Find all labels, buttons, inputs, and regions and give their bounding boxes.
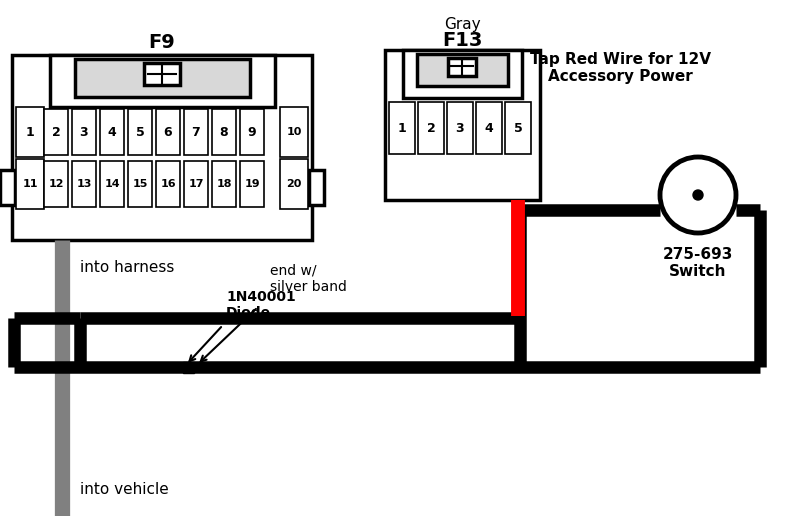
Bar — [128, 161, 152, 207]
Text: 20: 20 — [286, 179, 302, 189]
Text: 2: 2 — [426, 121, 435, 135]
Bar — [418, 102, 444, 154]
Text: 4: 4 — [485, 121, 494, 135]
Text: 19: 19 — [244, 179, 260, 189]
Bar — [309, 170, 324, 205]
Bar — [156, 109, 180, 155]
Text: F9: F9 — [149, 34, 175, 53]
Text: 12: 12 — [48, 179, 64, 189]
Bar — [128, 109, 152, 155]
Bar — [100, 109, 124, 155]
Text: 11: 11 — [22, 179, 38, 189]
Bar — [72, 161, 96, 207]
Text: 4: 4 — [108, 125, 116, 138]
Bar — [50, 55, 275, 107]
Bar — [16, 159, 44, 209]
Bar — [44, 109, 68, 155]
Text: 3: 3 — [80, 125, 88, 138]
Bar — [417, 54, 508, 86]
Text: 10: 10 — [286, 127, 302, 137]
Text: 18: 18 — [216, 179, 232, 189]
Bar — [184, 161, 208, 207]
Bar — [448, 58, 476, 76]
Bar — [389, 102, 415, 154]
Text: 17: 17 — [188, 179, 204, 189]
Bar — [184, 109, 208, 155]
Bar — [44, 161, 68, 207]
Bar — [182, 362, 194, 373]
Text: 1: 1 — [398, 121, 406, 135]
Text: into vehicle: into vehicle — [80, 482, 169, 497]
Text: Tap Red Wire for 12V
Accessory Power: Tap Red Wire for 12V Accessory Power — [530, 52, 710, 84]
Bar — [447, 102, 473, 154]
Bar — [280, 159, 308, 209]
Text: 5: 5 — [136, 125, 144, 138]
Text: 8: 8 — [220, 125, 228, 138]
Bar — [156, 161, 180, 207]
Text: 7: 7 — [192, 125, 200, 138]
Bar — [16, 107, 44, 157]
Bar — [280, 107, 308, 157]
Bar — [75, 59, 250, 97]
Text: 1N40001
Diode: 1N40001 Diode — [226, 290, 296, 320]
Text: 14: 14 — [104, 179, 120, 189]
Bar — [505, 102, 531, 154]
Bar — [240, 109, 264, 155]
Bar — [385, 50, 540, 200]
Text: 1: 1 — [26, 125, 34, 138]
Bar — [72, 109, 96, 155]
Text: 6: 6 — [164, 125, 172, 138]
Text: 13: 13 — [76, 179, 92, 189]
Circle shape — [693, 190, 703, 200]
Bar — [212, 109, 236, 155]
Bar — [12, 55, 312, 240]
Circle shape — [660, 157, 736, 233]
Text: 275-693
Switch: 275-693 Switch — [663, 247, 733, 279]
Text: 15: 15 — [132, 179, 148, 189]
Bar — [100, 161, 124, 207]
Text: 2: 2 — [52, 125, 60, 138]
Bar — [240, 161, 264, 207]
Bar — [476, 102, 502, 154]
Bar — [144, 63, 180, 85]
Text: into harness: into harness — [80, 261, 174, 276]
Text: Gray: Gray — [444, 17, 481, 31]
Text: 16: 16 — [160, 179, 176, 189]
Bar — [0, 170, 15, 205]
Bar — [403, 50, 522, 98]
Bar — [212, 161, 236, 207]
Text: end w/
silver band: end w/ silver band — [270, 264, 347, 294]
Text: 9: 9 — [248, 125, 256, 138]
Text: 5: 5 — [514, 121, 522, 135]
Text: F13: F13 — [442, 30, 482, 50]
Text: 3: 3 — [456, 121, 464, 135]
